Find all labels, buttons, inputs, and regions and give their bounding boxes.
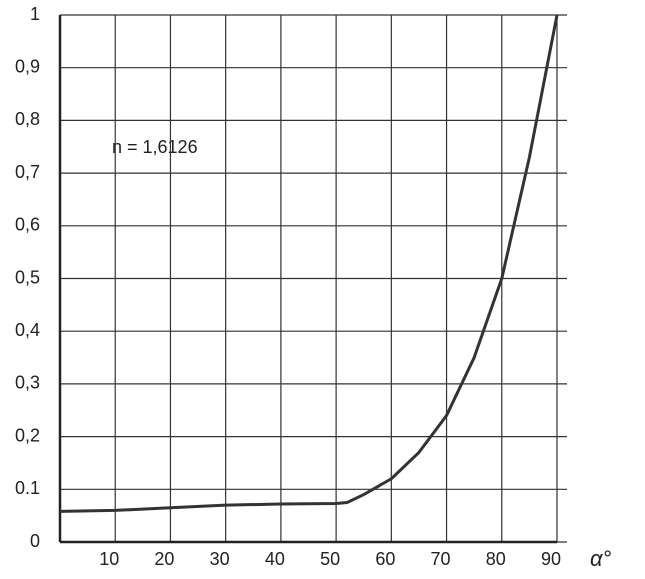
x-axis-label: α° <box>590 546 612 571</box>
y-tick-label: 1 <box>30 4 40 24</box>
x-tick-label: 90 <box>541 549 561 569</box>
y-tick-label: 0,9 <box>15 56 40 76</box>
annotation: n = 1,6126 <box>112 137 198 157</box>
x-tick-label: 70 <box>431 549 451 569</box>
y-tick-label: 0,8 <box>15 109 40 129</box>
x-tick-label: 80 <box>486 549 506 569</box>
x-tick-label: 60 <box>375 549 395 569</box>
y-tick-label: 0,5 <box>15 267 40 287</box>
y-tick-label: 0,7 <box>15 162 40 182</box>
y-tick-label: 0,2 <box>15 425 40 445</box>
x-tick-label: 40 <box>265 549 285 569</box>
y-tick-label: 0,6 <box>15 215 40 235</box>
y-tick-label: 0,4 <box>15 320 40 340</box>
y-tick-label: 0 <box>30 531 40 551</box>
y-tick-label: 0.1 <box>15 478 40 498</box>
x-tick-label: 30 <box>210 549 230 569</box>
x-tick-label: 50 <box>320 549 340 569</box>
x-tick-label: 10 <box>99 549 119 569</box>
line-series <box>59 14 559 513</box>
x-tick-label: 20 <box>154 549 174 569</box>
y-tick-label: 0,3 <box>15 373 40 393</box>
